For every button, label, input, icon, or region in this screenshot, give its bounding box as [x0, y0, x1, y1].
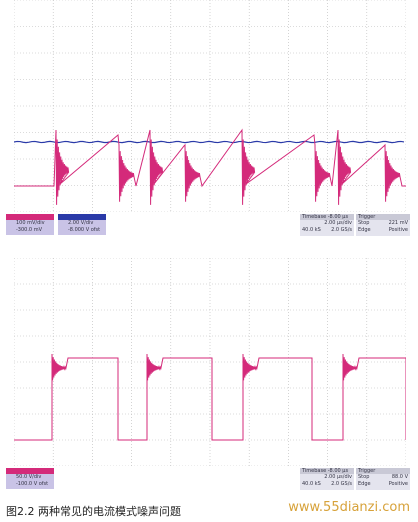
channel-box: 2.00 V/div -8.000 V ofst: [58, 214, 106, 235]
timebase-box: Timebase -8.00 µs 2.00 µs/div 40.0 kS 2.0…: [300, 214, 354, 236]
waveform: [14, 140, 405, 144]
info-bar: 100 mV/div -300.0 mV 2.00 V/div -8.000 V…: [6, 214, 412, 236]
timebase-scale: 2.00 µs/div: [324, 474, 352, 480]
trigger-mode: Stop: [358, 220, 370, 226]
samples: 40.0 kS: [302, 227, 321, 233]
scope-screen: [14, 0, 406, 212]
info-bar: 50.0 V/div -100.0 V ofst Timebase -8.00 …: [6, 468, 412, 490]
scope-screen: [14, 258, 406, 466]
channel-scale: 50.0 V/div: [16, 474, 42, 480]
timebase-title: Timebase: [302, 468, 327, 474]
trigger-level: 88.0 V: [391, 474, 408, 480]
timebase-scale: 2.00 µs/div: [324, 220, 352, 226]
channel-box: 100 mV/div -300.0 mV: [6, 214, 54, 235]
trigger-box: Trigger Stop 221 mV Edge Positive: [356, 214, 410, 236]
rate: 2.0 GS/s: [331, 481, 352, 487]
channel-scale: 100 mV/div: [16, 220, 45, 226]
trigger-box: Trigger Stop 88.0 V Edge Positive: [356, 468, 410, 490]
channel-box: 50.0 V/div -100.0 V ofst: [6, 468, 54, 489]
rate: 2.0 GS/s: [331, 227, 352, 233]
waveform: [14, 353, 406, 441]
trigger-slope: Positive: [388, 227, 408, 233]
timebase-delay: -8.00 µs: [327, 214, 349, 220]
channel-offset: -8.000 V ofst: [68, 226, 101, 233]
samples: 40.0 kS: [302, 481, 321, 487]
timebase-box: Timebase -8.00 µs 2.00 µs/div 40.0 kS 2.0…: [300, 468, 354, 490]
caption: 图2.2 两种常见的电流模式噪声问题: [6, 505, 181, 518]
trigger-level: 221 mV: [388, 220, 408, 226]
trigger-slope: Positive: [388, 481, 408, 487]
waveform: [14, 128, 406, 205]
channel-scale: 2.00 V/div: [68, 220, 94, 226]
timebase-delay: -8.00 µs: [327, 468, 349, 474]
trigger-type: Edge: [358, 481, 371, 487]
trigger-mode: Stop: [358, 474, 370, 480]
trigger-title: Trigger: [356, 468, 410, 474]
channel-offset: -300.0 mV: [16, 226, 42, 233]
timebase-title: Timebase: [302, 214, 327, 220]
channel-offset: -100.0 V ofst: [16, 480, 49, 487]
trigger-type: Edge: [358, 227, 371, 233]
trigger-title: Trigger: [356, 214, 410, 220]
watermark: www.55dianzi.com: [288, 500, 410, 515]
